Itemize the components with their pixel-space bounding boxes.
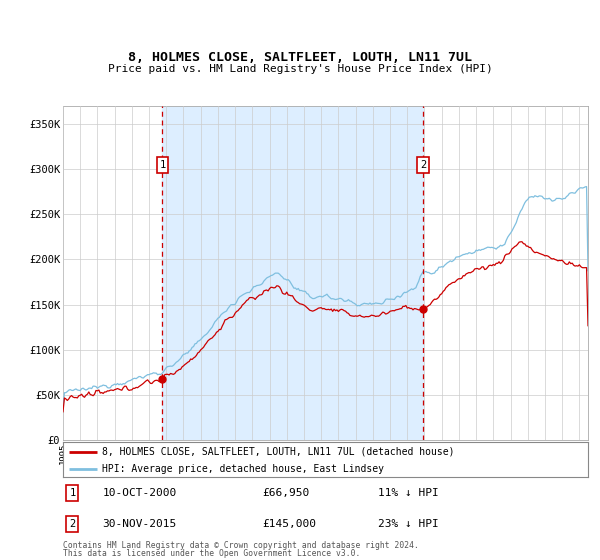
Text: 1: 1 (70, 488, 76, 498)
Bar (163, 106, 423, 440)
Text: HPI: Average price, detached house, East Lindsey: HPI: Average price, detached house, East… (103, 464, 385, 474)
Text: This data is licensed under the Open Government Licence v3.0.: This data is licensed under the Open Gov… (63, 549, 361, 558)
Text: 2: 2 (70, 519, 76, 529)
Text: £145,000: £145,000 (263, 519, 317, 529)
Text: 2: 2 (420, 160, 426, 170)
Text: 11% ↓ HPI: 11% ↓ HPI (378, 488, 439, 498)
Text: 10-OCT-2000: 10-OCT-2000 (103, 488, 176, 498)
Text: Price paid vs. HM Land Registry's House Price Index (HPI): Price paid vs. HM Land Registry's House … (107, 64, 493, 74)
Text: 8, HOLMES CLOSE, SALTFLEET, LOUTH, LN11 7UL: 8, HOLMES CLOSE, SALTFLEET, LOUTH, LN11 … (128, 52, 472, 64)
Text: £66,950: £66,950 (263, 488, 310, 498)
Text: 23% ↓ HPI: 23% ↓ HPI (378, 519, 439, 529)
Text: 30-NOV-2015: 30-NOV-2015 (103, 519, 176, 529)
Text: Contains HM Land Registry data © Crown copyright and database right 2024.: Contains HM Land Registry data © Crown c… (63, 541, 419, 550)
Text: 8, HOLMES CLOSE, SALTFLEET, LOUTH, LN11 7UL (detached house): 8, HOLMES CLOSE, SALTFLEET, LOUTH, LN11 … (103, 447, 455, 457)
Text: 1: 1 (160, 160, 166, 170)
